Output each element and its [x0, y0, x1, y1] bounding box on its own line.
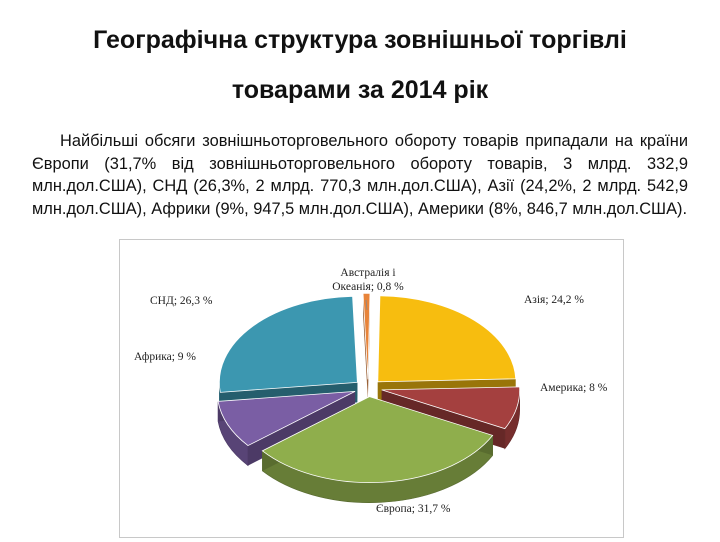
pie-chart: Австралія і Океанія; 0,8 % Азія; 24,2 % Аме…	[134, 267, 608, 515]
pie-slice-label-1: Австралія і Океанія; 0,8 %	[332, 267, 404, 293]
slide-title-line-2: товарами за 2014 рік	[231, 76, 489, 104]
pie-slice-label-3: Америка; 8 %	[540, 382, 608, 394]
pie-slice-label-2: Азія; 24,2 %	[524, 294, 584, 306]
pie-slice-label-6: СНД; 26,3 %	[150, 295, 213, 307]
pie-slice-4	[261, 396, 494, 503]
pie-slice-2	[377, 295, 517, 402]
pie-slice-1	[362, 292, 371, 400]
pie-chart-frame: Австралія і Океанія; 0,8 % Азія; 24,2 % Аме…	[119, 239, 624, 538]
slide-body-text: Найбільші обсяги зовнішньоторговельного …	[32, 132, 688, 218]
pie-slice-label-4: Європа; 31,7 %	[376, 503, 451, 515]
pie-slice-label-5: Африка; 9 %	[134, 351, 196, 363]
slide-title-line-1: Географічна структура зовнішньої торгівл…	[93, 26, 627, 54]
